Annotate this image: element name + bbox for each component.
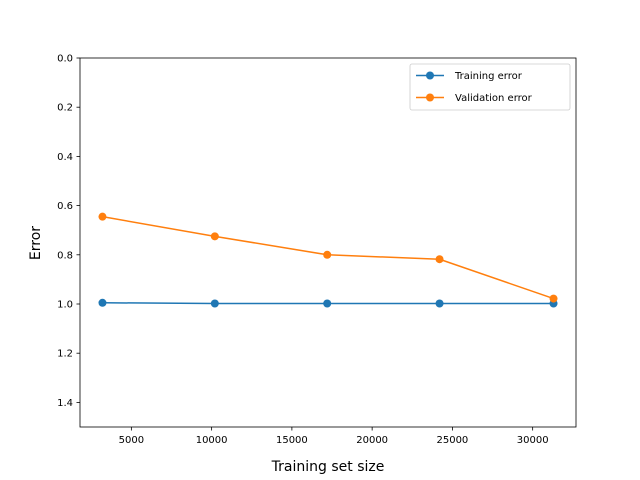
data-point-marker xyxy=(98,298,107,307)
y-tick-label: 1.0 xyxy=(57,300,73,311)
data-point-marker xyxy=(210,232,219,241)
y-axis: 0.0 0.2 0.4 0.6 0.8 1.0 1.2 1.4 xyxy=(57,54,80,409)
y-axis-title: Error xyxy=(28,226,44,260)
x-axis: 5000 10000 15000 20000 25000 30000 xyxy=(119,427,549,446)
data-point-marker xyxy=(323,250,332,259)
legend: Training error Validation error xyxy=(409,63,571,111)
data-point-marker xyxy=(435,299,444,308)
x-tick-label: 30000 xyxy=(517,435,549,446)
data-point-marker xyxy=(210,299,219,308)
legend-label: Training error xyxy=(454,71,523,82)
y-tick-label: 0.4 xyxy=(57,152,73,163)
legend-marker xyxy=(426,71,434,80)
x-tick-label: 20000 xyxy=(356,435,388,446)
y-tick-label: 0.2 xyxy=(57,103,73,114)
y-tick-label: 1.2 xyxy=(57,349,73,360)
x-tick-label: 10000 xyxy=(196,435,228,446)
y-tick-label: 0.8 xyxy=(57,250,73,261)
data-point-marker xyxy=(435,255,444,264)
data-point-marker xyxy=(549,294,558,303)
x-tick-label: 25000 xyxy=(436,435,468,446)
data-point-marker xyxy=(98,212,107,221)
y-tick-label: 0.6 xyxy=(57,201,73,212)
series-validation-error xyxy=(98,212,558,303)
legend-item: Training error xyxy=(416,71,523,82)
legend-box xyxy=(409,63,571,111)
y-tick-label: 0.0 xyxy=(57,54,73,65)
series-layer xyxy=(98,212,558,308)
plot-area xyxy=(79,57,577,428)
legend-marker xyxy=(426,93,434,102)
y-tick-label: 1.4 xyxy=(57,398,73,409)
data-point-marker xyxy=(323,299,332,308)
x-tick-label: 15000 xyxy=(276,435,308,446)
plot-frame xyxy=(79,57,577,428)
x-tick-label: 5000 xyxy=(119,435,144,446)
legend-label: Validation error xyxy=(455,93,533,104)
legend-item: Validation error xyxy=(416,93,533,104)
x-axis-title: Training set size xyxy=(271,459,385,475)
